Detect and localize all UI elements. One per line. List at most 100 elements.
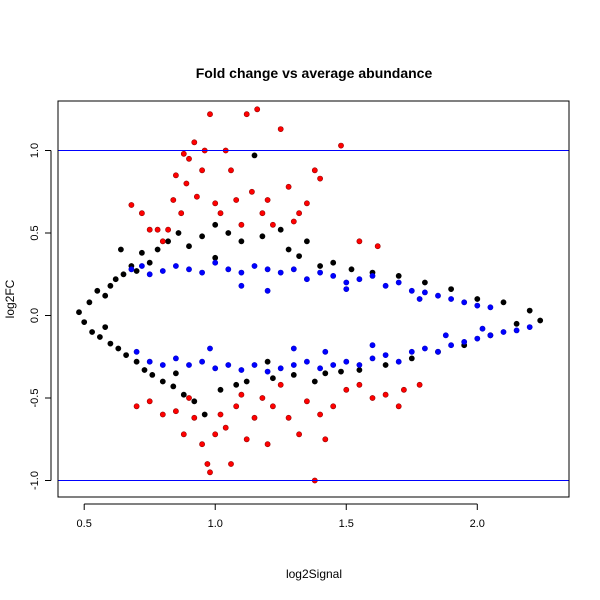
data-point: [199, 269, 205, 276]
data-point: [233, 403, 240, 410]
data-point: [537, 317, 544, 324]
data-point: [120, 271, 127, 278]
data-point: [191, 398, 198, 405]
data-point: [513, 320, 520, 327]
data-point: [487, 332, 494, 339]
x-tick-label: 0.5: [77, 518, 92, 530]
data-point: [356, 276, 363, 283]
data-point: [238, 391, 245, 398]
data-point: [243, 436, 250, 443]
data-point: [207, 111, 213, 118]
data-point: [238, 282, 245, 289]
series-2: [128, 106, 423, 484]
data-point: [172, 263, 179, 269]
data-point: [421, 289, 428, 296]
data-point: [89, 329, 95, 335]
data-point: [343, 279, 350, 286]
data-point: [311, 378, 318, 385]
data-point: [159, 362, 166, 368]
data-point: [442, 332, 449, 339]
data-point: [154, 226, 161, 233]
data-point: [133, 268, 140, 274]
data-point: [141, 367, 148, 373]
data-point: [183, 180, 190, 187]
data-point: [264, 368, 271, 375]
data-point: [159, 411, 166, 418]
data-point: [303, 398, 310, 405]
data-point: [217, 411, 224, 418]
data-point: [133, 358, 140, 365]
data-point: [222, 424, 229, 431]
data-point: [435, 292, 441, 299]
data-point: [408, 348, 415, 355]
x-axis: 0.5 1.0 1.5 2.0: [77, 503, 485, 530]
data-point: [356, 367, 363, 373]
reference-lines: [58, 150, 569, 481]
data-point: [191, 139, 198, 146]
data-point: [374, 243, 381, 250]
data-point: [448, 296, 454, 302]
data-point: [193, 193, 200, 200]
data-point: [382, 282, 389, 289]
data-point: [138, 249, 145, 256]
data-point: [233, 381, 240, 388]
data-point: [165, 226, 171, 233]
data-point: [225, 266, 232, 273]
data-point: [128, 202, 135, 208]
x-axis-label: log2Signal: [286, 567, 342, 581]
data-point: [264, 358, 271, 365]
data-point: [118, 246, 124, 253]
data-point: [102, 324, 109, 330]
series-0: [76, 152, 544, 418]
data-point: [322, 348, 329, 355]
data-point: [395, 358, 402, 365]
data-point: [290, 218, 297, 225]
data-point: [382, 391, 389, 398]
data-point: [408, 355, 415, 362]
points-layer: [76, 106, 544, 484]
y-tick-label: 1.0: [29, 143, 41, 158]
data-point: [243, 111, 250, 118]
data-point: [303, 276, 310, 283]
data-point: [186, 395, 192, 401]
data-point: [322, 370, 329, 377]
data-point: [186, 362, 192, 368]
data-point: [296, 210, 302, 217]
data-point: [500, 329, 507, 335]
chart-title: Fold change vs average abundance: [196, 65, 433, 81]
y-tick-label: -1.0: [29, 471, 41, 490]
data-point: [330, 403, 337, 410]
data-point: [154, 246, 161, 253]
data-point: [212, 259, 219, 266]
y-tick-label: 0.5: [29, 225, 41, 240]
data-point: [180, 431, 187, 438]
data-point: [448, 286, 454, 292]
data-point: [330, 362, 337, 368]
data-point: [146, 226, 153, 233]
data-point: [97, 334, 103, 340]
data-point: [296, 253, 302, 259]
data-point: [207, 469, 213, 476]
data-point: [500, 299, 507, 306]
data-point: [290, 345, 297, 352]
data-point: [311, 167, 318, 174]
data-point: [199, 441, 205, 448]
data-point: [186, 155, 192, 162]
data-point: [146, 271, 153, 278]
data-point: [86, 299, 93, 306]
data-point: [259, 210, 266, 217]
data-point: [212, 221, 219, 228]
data-point: [435, 348, 441, 355]
data-point: [356, 362, 363, 368]
data-point: [330, 272, 337, 279]
y-tick-label: -0.5: [29, 389, 41, 408]
data-point: [277, 226, 284, 233]
data-point: [123, 352, 129, 358]
data-point: [180, 391, 187, 398]
data-point: [172, 355, 179, 362]
data-point: [251, 362, 258, 368]
data-point: [107, 282, 114, 289]
data-point: [317, 411, 323, 418]
data-point: [212, 365, 219, 372]
data-point: [178, 210, 185, 217]
